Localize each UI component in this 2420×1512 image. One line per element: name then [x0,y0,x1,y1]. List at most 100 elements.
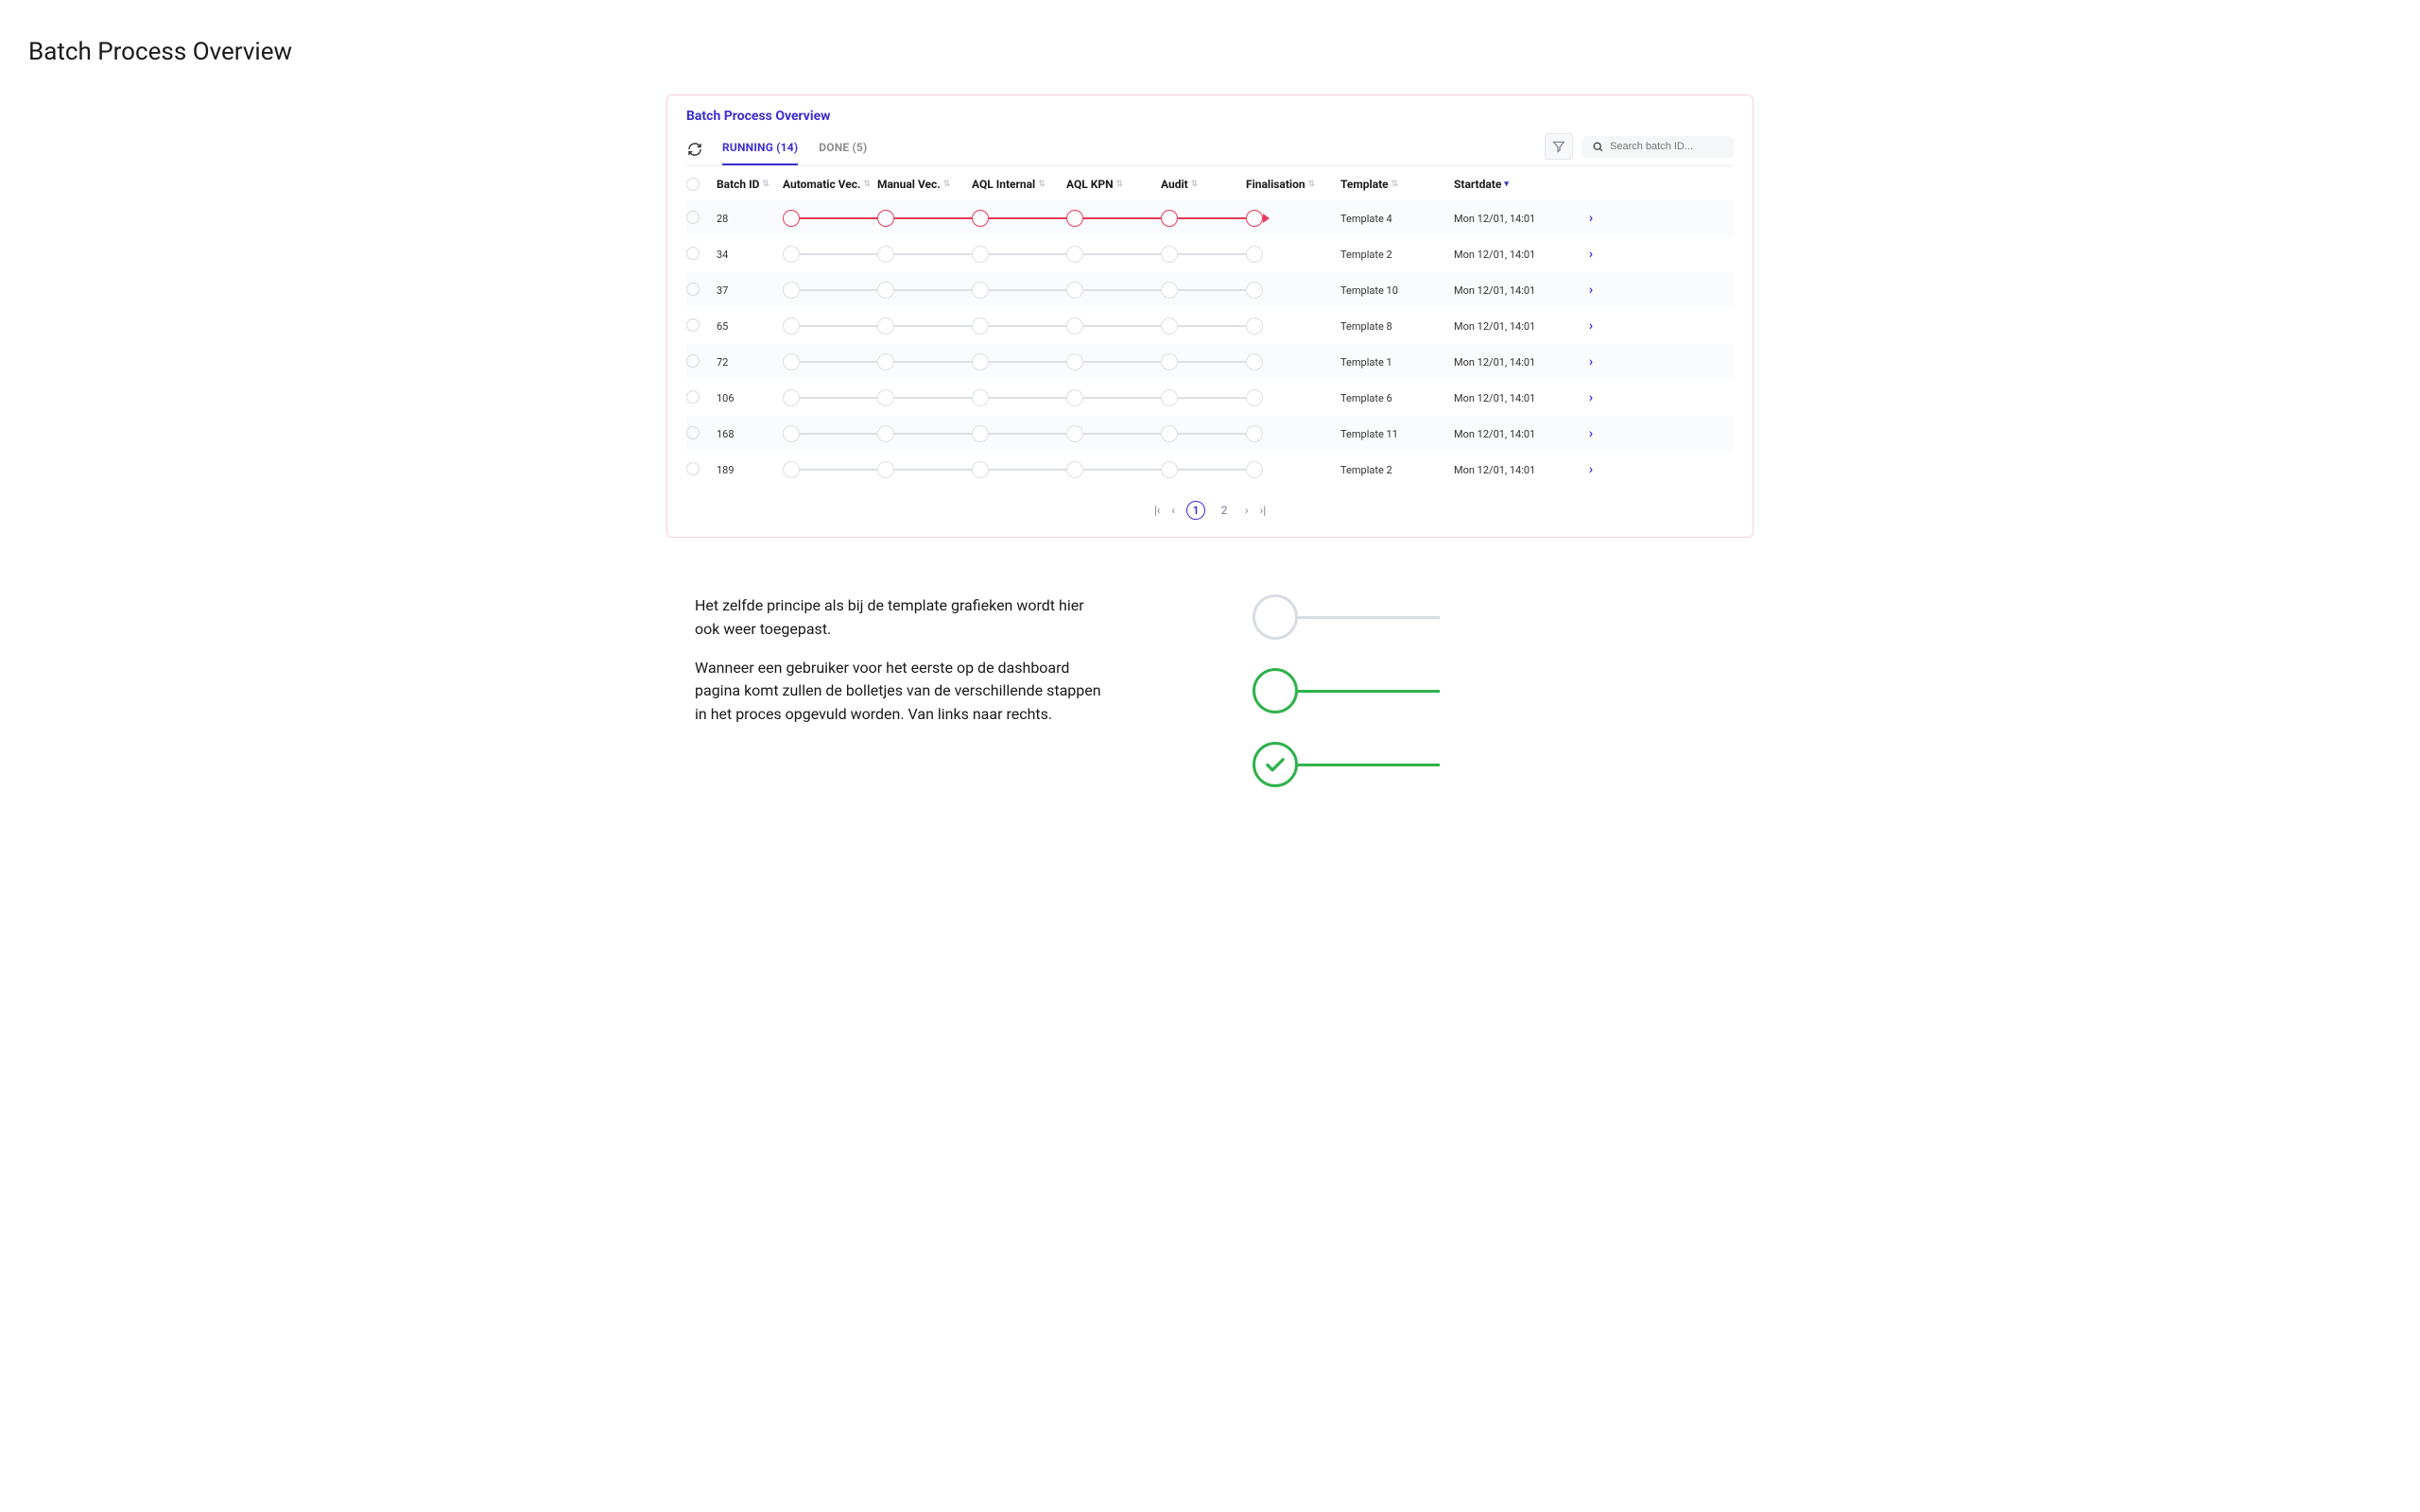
panel-title: Batch Process Overview [686,109,1734,124]
process-line [894,469,972,471]
process-node [972,282,989,299]
process-line [894,433,972,435]
col-template[interactable]: Template⇅ [1340,178,1454,191]
cell-startdate: Mon 12/01, 14:01 [1454,249,1577,261]
process-node [972,210,989,227]
process-node [877,425,894,442]
tab-running-[interactable]: RUNNING (14) [722,133,798,165]
page-number[interactable]: 2 [1215,501,1234,520]
page-first-icon[interactable]: |‹ [1154,504,1161,517]
process-node [1161,461,1178,478]
process-line [1178,433,1246,435]
process-node [877,318,894,335]
filter-button[interactable] [1545,133,1573,160]
process-line [800,433,877,435]
row-radio[interactable] [686,390,700,404]
row-radio[interactable] [686,462,700,475]
process-node [1066,210,1083,227]
process-line [989,325,1066,327]
process-node [877,353,894,370]
row-radio[interactable] [686,211,700,224]
process-node [783,425,800,442]
process-line [800,325,877,327]
process-node [783,246,800,263]
process-node [783,210,800,227]
process-line [1178,361,1246,363]
cell-batch-id: 189 [717,464,783,476]
select-all-radio[interactable] [686,178,700,191]
table-header: Batch ID⇅ Automatic Vec.⇅ Manual Vec.⇅ A… [686,166,1734,200]
expand-row-icon[interactable]: › [1577,390,1605,405]
search-input[interactable] [1610,141,1724,152]
process-node [783,461,800,478]
col-startdate[interactable]: Startdate▾ [1454,178,1577,191]
page-number[interactable]: 1 [1186,501,1205,520]
process-line [894,397,972,399]
sort-icon: ⇅ [943,180,951,189]
row-radio[interactable] [686,354,700,368]
sort-icon: ⇅ [1392,180,1399,189]
sort-icon: ⇅ [762,180,769,189]
process-node [877,389,894,406]
process-node [1161,246,1178,263]
process-line [800,469,877,471]
process-node [783,353,800,370]
page-last-icon[interactable]: ›| [1260,504,1267,517]
refresh-icon[interactable] [686,141,703,158]
process-node [1066,318,1083,335]
table-row: 65Template 8Mon 12/01, 14:01› [686,308,1734,344]
process-line [989,469,1066,471]
description-section: Het zelfde principe als bij de template … [666,594,1754,787]
expand-row-icon[interactable]: › [1577,211,1605,226]
col-aql-internal[interactable]: AQL Internal⇅ [972,178,1066,191]
legend-row-done [1253,742,1754,787]
col-audit[interactable]: Audit⇅ [1161,178,1246,191]
process-node [1066,246,1083,263]
expand-row-icon[interactable]: › [1577,462,1605,477]
expand-row-icon[interactable]: › [1577,283,1605,298]
expand-row-icon[interactable]: › [1577,247,1605,262]
expand-row-icon[interactable]: › [1577,426,1605,441]
tab-done-[interactable]: DONE (5) [819,133,867,165]
process-node [783,282,800,299]
table-row: 72Template 1Mon 12/01, 14:01› [686,344,1734,380]
process-node [877,246,894,263]
cell-batch-id: 65 [717,320,783,333]
col-aql-kpn[interactable]: AQL KPN⇅ [1066,178,1161,191]
row-radio[interactable] [686,247,700,260]
cell-template: Template 11 [1340,428,1454,440]
cell-batch-id: 106 [717,392,783,404]
expand-row-icon[interactable]: › [1577,354,1605,369]
legend-line-green [1298,690,1440,693]
cell-template: Template 10 [1340,284,1454,297]
table-row: 34Template 2Mon 12/01, 14:01› [686,236,1734,272]
process-node [877,461,894,478]
page-prev-icon[interactable]: ‹ [1171,504,1175,517]
cell-startdate: Mon 12/01, 14:01 [1454,392,1577,404]
process-node [1161,353,1178,370]
col-finalisation[interactable]: Finalisation⇅ [1246,178,1340,191]
page-next-icon[interactable]: › [1245,504,1249,517]
legend-row-active [1253,668,1754,713]
process-node [1246,425,1263,442]
process-node [972,246,989,263]
process-line [1178,469,1246,471]
process-line [1083,289,1161,291]
process-line [1083,469,1161,471]
process-line [1178,325,1246,327]
cell-template: Template 2 [1340,249,1454,261]
col-batch-id[interactable]: Batch ID⇅ [717,178,783,191]
process-line [800,397,877,399]
process-line [1083,325,1161,327]
cell-startdate: Mon 12/01, 14:01 [1454,464,1577,476]
expand-row-icon[interactable]: › [1577,318,1605,334]
row-radio[interactable] [686,426,700,439]
cell-batch-id: 37 [717,284,783,297]
row-radio[interactable] [686,318,700,332]
process-node [877,282,894,299]
search-wrap[interactable] [1582,136,1734,158]
col-auto-vec[interactable]: Automatic Vec.⇅ [783,178,877,191]
description-paragraph: Wanneer een gebruiker voor het eerste op… [695,657,1111,727]
col-manual-vec[interactable]: Manual Vec.⇅ [877,178,972,191]
row-radio[interactable] [686,283,700,296]
